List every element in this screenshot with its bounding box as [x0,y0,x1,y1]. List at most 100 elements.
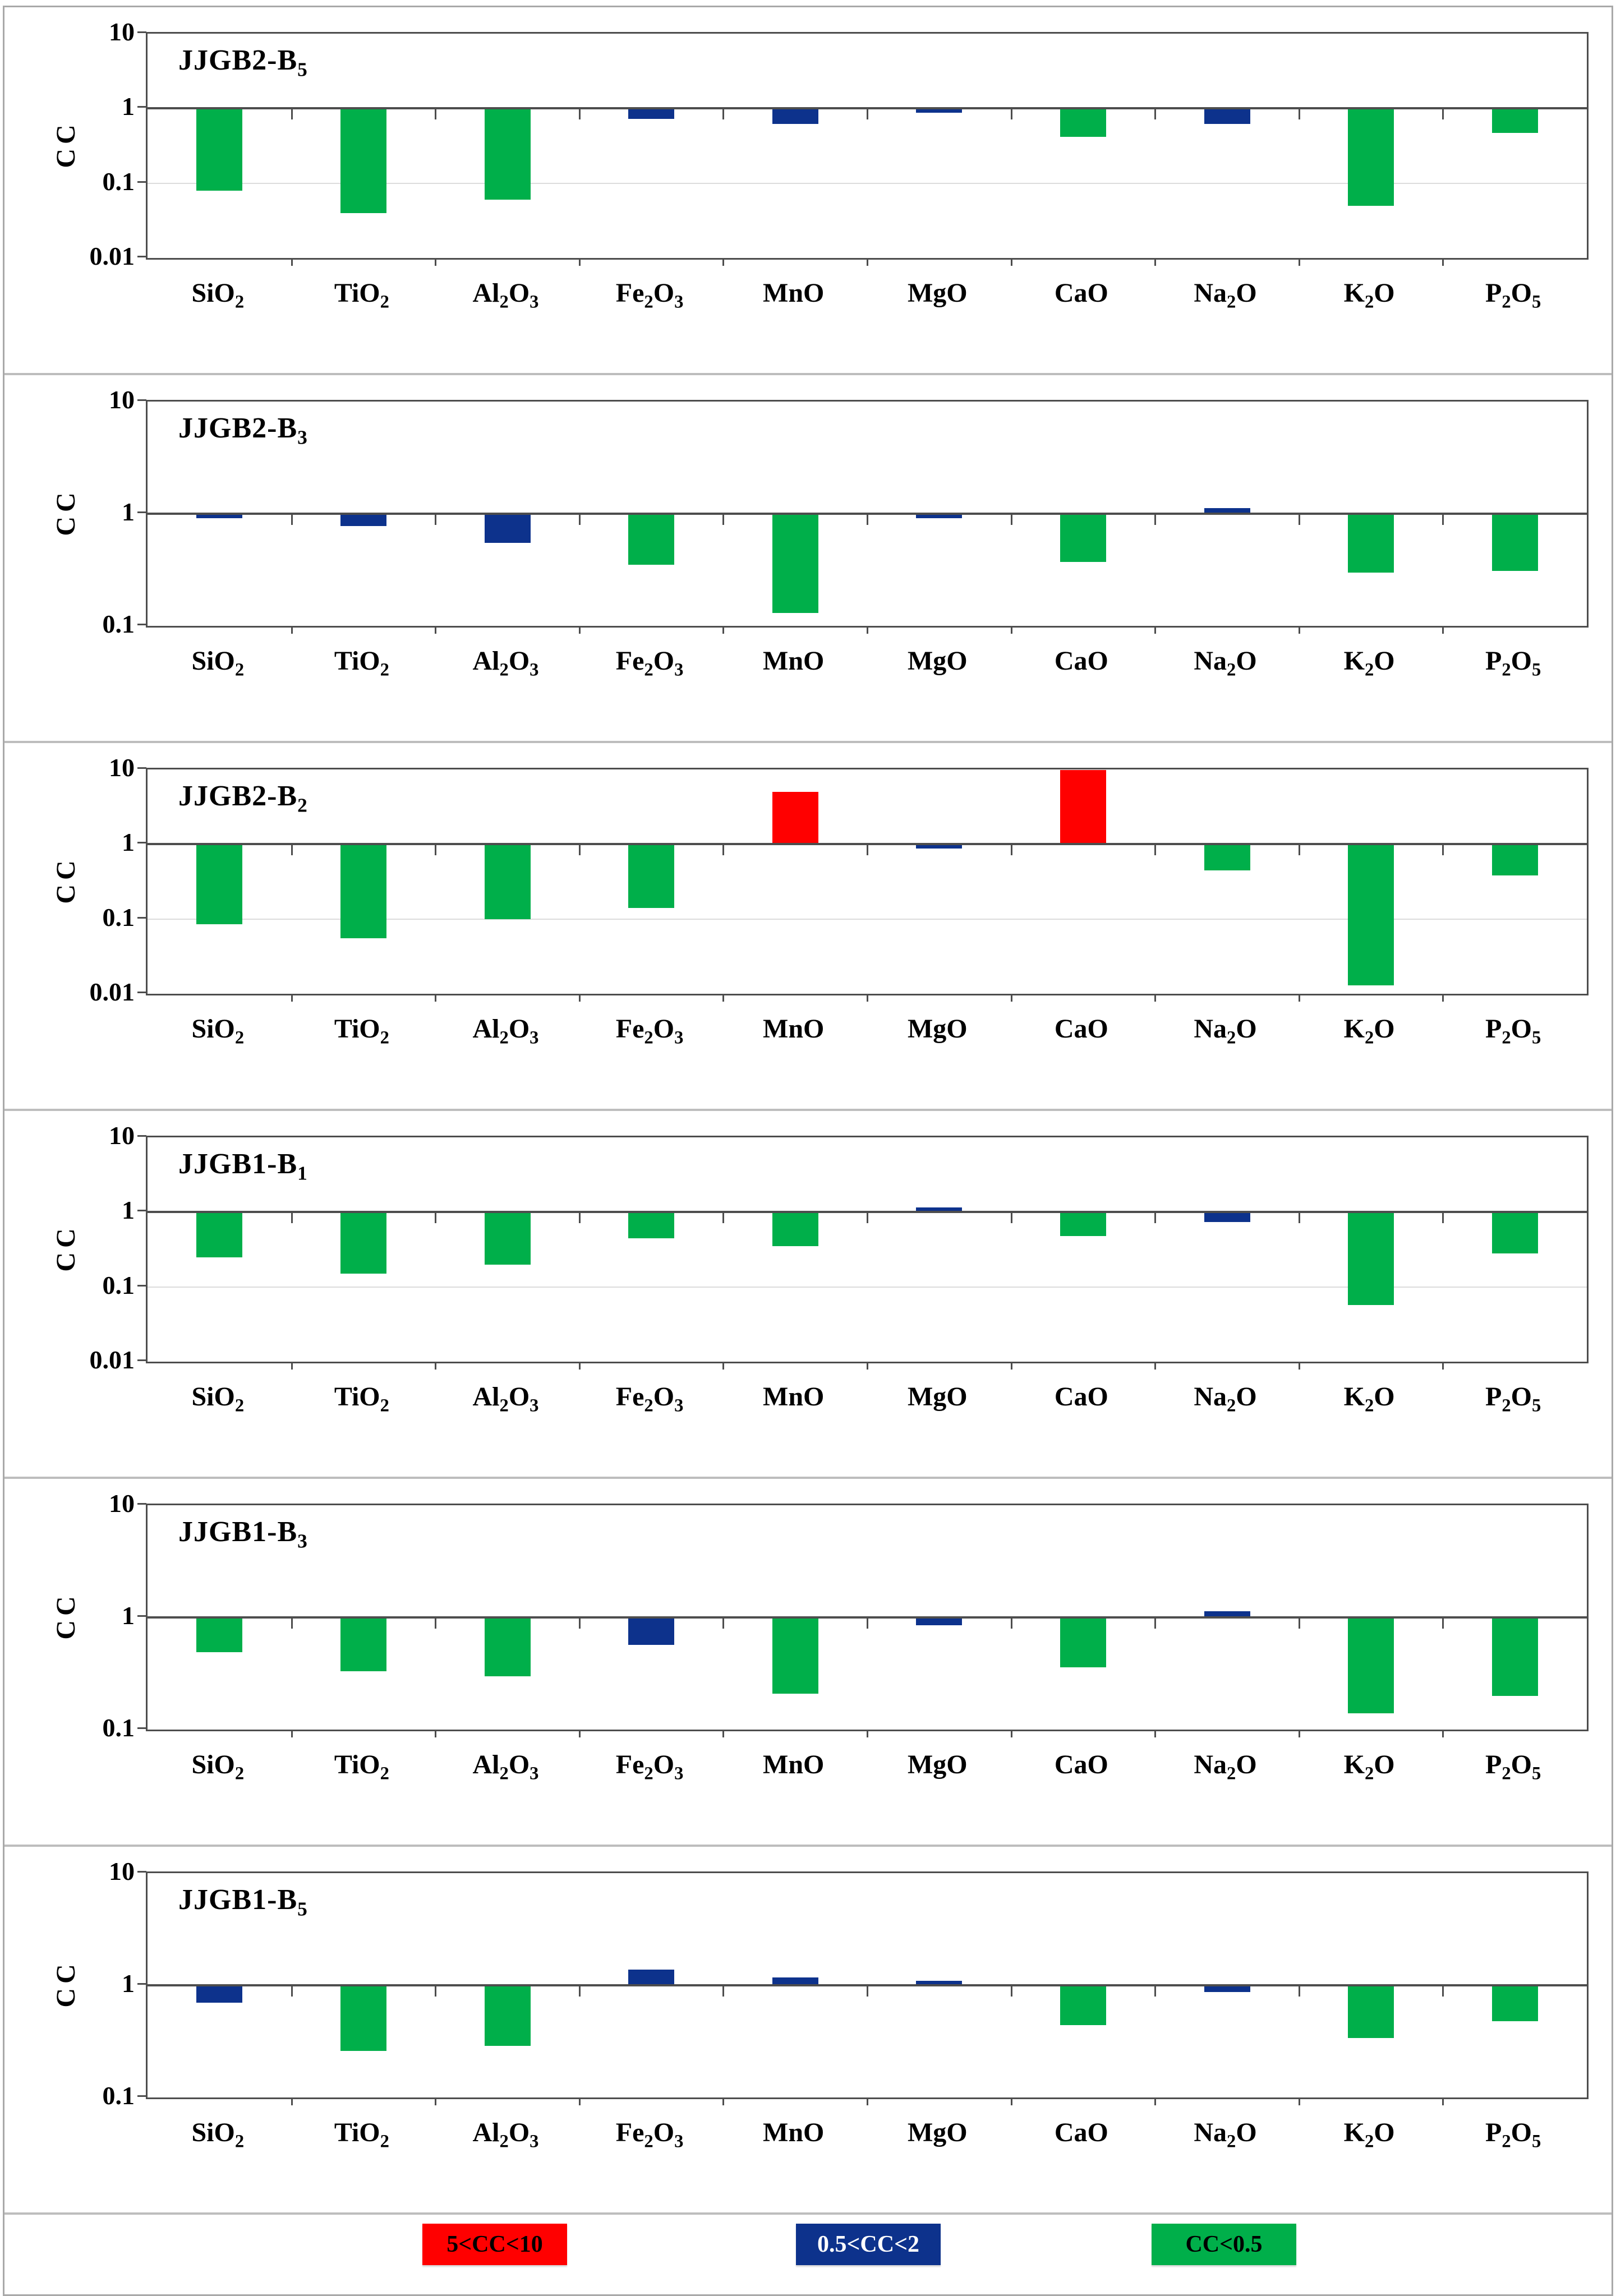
baseline-cc-1 [148,513,1587,515]
x-tick [291,845,293,856]
x-tick [578,109,581,120]
x-axis-tick [435,994,437,1002]
chart-panel: CC JJGB2-B2 SiO2 TiO2 Al2O3 Fe2O3 MnO MgO CaO N… [4,743,1612,1111]
x-axis-tick [435,1730,437,1737]
x-axis-tick [867,1362,868,1370]
x-axis-label: TiO2 [334,278,389,312]
chart-panel: CC JJGB1-B3 SiO2 TiO2 Al2O3 Fe2O3 MnO MgO CaO N… [4,1479,1612,1847]
plot-area: JJGB2-B2 [146,768,1589,1002]
y-tick-label: 0.01 [89,978,135,1006]
bar-mgo [916,1617,963,1626]
bar-tio2 [340,1617,386,1672]
y-tick-label: 0.1 [102,1713,135,1742]
x-tick [722,515,725,525]
x-axis-label: K2O [1343,1014,1395,1048]
x-axis-tick [867,626,868,634]
y-tick-mark [137,842,146,844]
x-tick [291,1619,293,1629]
x-tick [1298,1986,1300,1997]
bar-al2o3 [484,1985,531,2046]
x-tick [1154,1619,1157,1629]
x-axis-labels: SiO2 TiO2 Al2O3 Fe2O3 MnO MgO CaO Na2O K2O P2O5 [146,1381,1585,1421]
x-axis-tick [722,994,725,1002]
y-tick-mark [137,1284,146,1287]
x-tick [1010,515,1012,525]
x-axis-label: P2O5 [1485,278,1541,312]
legend-item-red: 5<CC<10 [422,2224,567,2265]
x-tick [1298,1619,1300,1629]
x-tick [722,1213,725,1224]
x-axis-label: Al2O3 [472,1014,539,1048]
x-axis-tick [1442,994,1444,1002]
x-axis-tick [435,626,437,634]
x-axis-tick [1010,994,1012,1002]
x-axis-label: Na2O [1194,1014,1257,1048]
x-axis-tick [578,1362,581,1370]
bar-na2o [1204,108,1250,124]
x-axis-label: Fe2O3 [615,1750,684,1784]
bar-fe2o3 [628,514,675,565]
bar-al2o3 [484,1212,531,1265]
x-tick [578,1986,581,1997]
bar-mno [772,1977,818,1985]
y-tick-mark [137,1135,146,1137]
panel-title: JJGB1-B3 [178,1516,308,1552]
x-tick [867,1619,868,1629]
bar-sio2 [196,844,243,925]
x-axis-label: SiO2 [191,2118,245,2152]
bar-cao [1060,1617,1106,1667]
bar-mno [772,1212,818,1247]
x-tick [1298,1213,1300,1224]
panel-title: JJGB2-B3 [178,412,308,449]
x-axis-tick [578,258,581,266]
x-axis-label: MnO [763,278,825,308]
bar-k2o [1348,514,1394,573]
y-tick-mark [137,1503,146,1505]
x-tick [435,109,437,120]
y-tick-label: 1 [122,828,135,857]
x-tick [1154,109,1157,120]
bar-sio2 [196,514,243,519]
chart-panel: CC JJGB1-B5 SiO2 TiO2 Al2O3 Fe2O3 MnO MgO CaO N… [4,1847,1612,2215]
x-axis-tick [722,1730,725,1737]
bar-na2o [1204,508,1250,514]
bar-sio2 [196,1212,243,1257]
x-tick [578,1213,581,1224]
x-axis-label: CaO [1054,1382,1108,1412]
x-axis-tick [435,1362,437,1370]
x-axis-tick [1154,1362,1157,1370]
y-tick-mark [137,31,146,33]
bar-mno [772,514,818,614]
bar-k2o [1348,844,1394,985]
bar-p2o5 [1491,108,1538,133]
bar-tio2 [340,1212,386,1274]
y-tick-label: 10 [109,1489,135,1518]
x-tick [867,845,868,856]
x-tick [578,845,581,856]
x-axis-label: K2O [1343,1750,1395,1784]
x-axis-label: MgO [907,646,968,676]
legend-label-green: CC<0.5 [1185,2232,1263,2257]
x-axis-tick [1442,1730,1444,1737]
bar-na2o [1204,844,1250,870]
x-tick [722,1986,725,1997]
x-axis-label: P2O5 [1485,1750,1541,1784]
bar-na2o [1204,1611,1250,1617]
x-tick [722,109,725,120]
y-tick-label: 0.1 [102,167,135,196]
bar-mgo [916,108,963,113]
x-axis-label: MgO [907,2118,968,2147]
x-axis-label: Fe2O3 [615,1014,684,1048]
x-axis-tick [291,2097,293,2105]
x-axis-label: MnO [763,2118,825,2147]
y-tick-mark [137,181,146,183]
x-axis-tick [1010,1730,1012,1737]
y-tick-label: 10 [109,1121,135,1150]
bar-p2o5 [1491,1212,1538,1254]
bar-na2o [1204,1985,1250,1993]
y-tick-label: 10 [109,1857,135,1885]
x-axis-label: Na2O [1194,278,1257,312]
x-axis-label: SiO2 [191,646,245,680]
x-axis-label: TiO2 [334,1382,389,1416]
x-tick [1442,109,1444,120]
